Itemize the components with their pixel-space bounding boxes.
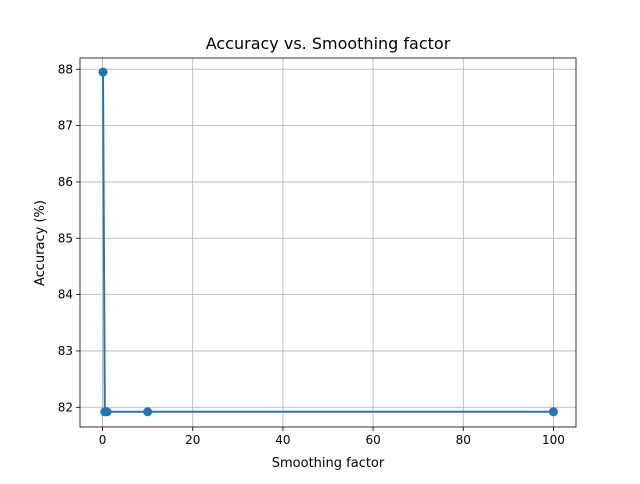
y-tick-label-3: 85 [58, 231, 73, 245]
x-tick-label-3: 60 [365, 433, 380, 447]
ticks: 0 20 40 60 80 100 82 83 84 85 86 87 88 [58, 62, 565, 447]
data-point-3 [143, 407, 153, 417]
y-tick-label-2: 84 [58, 288, 73, 302]
y-tick-label-1: 83 [58, 344, 73, 358]
y-tick-label-5: 87 [58, 119, 73, 133]
data-point-2 [102, 407, 112, 417]
y-tick-label-4: 86 [58, 175, 73, 189]
chart-title: Accuracy vs. Smoothing factor [206, 34, 451, 53]
grid [80, 58, 576, 427]
x-tick-label-2: 40 [275, 433, 290, 447]
x-tick-label-0: 0 [99, 433, 107, 447]
y-tick-label-6: 88 [58, 62, 73, 76]
data-point-0 [98, 67, 108, 77]
series [98, 67, 558, 417]
x-axis-label: Smoothing factor [272, 456, 385, 471]
x-tick-label-4: 80 [456, 433, 471, 447]
x-tick-label-5: 100 [542, 433, 565, 447]
y-tick-label-0: 82 [58, 400, 73, 414]
x-tick-label-1: 20 [185, 433, 200, 447]
y-axis-label: Accuracy (%) [33, 200, 48, 286]
data-point-4 [548, 407, 558, 417]
plot-frame [79, 57, 577, 428]
